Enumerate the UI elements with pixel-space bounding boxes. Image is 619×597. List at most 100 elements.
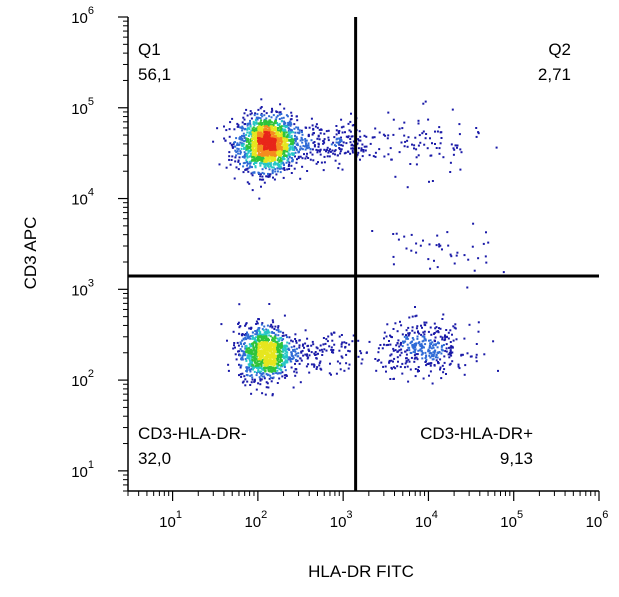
- event-dot: [277, 149, 280, 152]
- event-dot: [267, 373, 270, 376]
- event-dot: [250, 112, 253, 115]
- event-dot: [449, 161, 452, 164]
- event-dot: [283, 129, 286, 132]
- event-dot: [300, 147, 303, 150]
- event-dot: [248, 353, 251, 356]
- event-dot: [414, 348, 417, 351]
- event-dot: [246, 124, 249, 127]
- event-dot: [423, 143, 426, 146]
- event-dot: [245, 350, 247, 353]
- event-dot: [286, 139, 289, 142]
- event-dot: [261, 392, 264, 395]
- event-dot: [243, 128, 246, 131]
- event-dot: [417, 144, 420, 147]
- event-dot: [317, 143, 320, 146]
- event-dot: [365, 351, 368, 354]
- event-dot: [268, 168, 271, 171]
- event-dot: [277, 356, 280, 358]
- event-dot: [242, 352, 245, 355]
- event-dot: [317, 145, 320, 148]
- event-dot: [315, 357, 318, 360]
- event-dot: [229, 142, 232, 145]
- event-dot: [434, 143, 436, 145]
- event-dot: [264, 167, 267, 170]
- event-dot: [232, 347, 235, 350]
- event-dot: [401, 127, 404, 130]
- event-dot: [286, 168, 289, 171]
- event-dot: [301, 148, 304, 151]
- event-dot: [259, 107, 262, 110]
- event-dot: [246, 131, 249, 134]
- event-dot: [245, 137, 248, 140]
- event-dot: [267, 151, 269, 154]
- event-dot: [270, 121, 272, 124]
- event-dot: [318, 364, 321, 367]
- event-dot: [430, 154, 433, 157]
- event-dot: [282, 176, 285, 179]
- event-dot: [437, 362, 440, 365]
- event-dot: [279, 133, 282, 136]
- event-dot: [289, 140, 292, 142]
- event-dot: [295, 358, 298, 361]
- event-dot: [268, 365, 271, 368]
- event-dot: [411, 143, 413, 146]
- event-dot: [269, 367, 272, 370]
- event-dot: [267, 360, 270, 363]
- event-dot: [241, 134, 243, 137]
- event-dot: [330, 143, 333, 146]
- event-dot: [291, 158, 294, 161]
- event-dot: [278, 377, 281, 380]
- event-dot: [502, 271, 505, 274]
- event-dot: [272, 360, 275, 363]
- event-dot: [239, 152, 242, 155]
- event-dot: [272, 354, 275, 357]
- event-dot: [256, 371, 258, 374]
- q4-percent-label: 9,13: [500, 449, 533, 468]
- event-dot: [418, 332, 421, 335]
- event-dot: [312, 141, 315, 144]
- event-dot: [264, 119, 267, 122]
- event-dot: [248, 327, 251, 330]
- event-dot: [385, 370, 387, 373]
- event-dot: [260, 134, 263, 137]
- event-dot: [278, 364, 281, 367]
- event-dot: [449, 349, 452, 352]
- event-dot: [298, 131, 301, 134]
- event-dot: [279, 330, 282, 333]
- event-dot: [255, 131, 258, 134]
- event-dot: [280, 346, 283, 349]
- event-dot: [364, 149, 367, 152]
- event-dot: [377, 358, 380, 361]
- event-dot: [475, 356, 478, 359]
- event-dot: [407, 358, 410, 361]
- event-dot: [267, 158, 269, 161]
- event-dot: [257, 159, 259, 162]
- event-dot: [284, 122, 287, 125]
- event-dot: [316, 151, 319, 154]
- event-dot: [438, 351, 441, 353]
- event-dot: [374, 155, 377, 158]
- event-dot: [256, 322, 259, 325]
- event-dot: [435, 326, 438, 329]
- event-dot: [270, 161, 272, 164]
- event-dot: [274, 325, 277, 328]
- event-dot: [317, 352, 319, 355]
- event-dot: [245, 148, 248, 151]
- event-dot: [403, 134, 406, 137]
- event-dot: [421, 344, 424, 347]
- event-dot: [257, 150, 260, 153]
- event-dot: [245, 322, 248, 325]
- event-dot: [325, 148, 328, 151]
- event-dot: [402, 340, 404, 343]
- event-dot: [249, 348, 252, 351]
- event-dot: [254, 353, 257, 356]
- event-dot: [253, 162, 256, 164]
- event-dot: [271, 325, 274, 328]
- event-dot: [279, 358, 282, 361]
- event-dot: [262, 333, 265, 336]
- event-dot: [269, 156, 272, 159]
- event-dot: [418, 343, 421, 346]
- event-dot: [284, 142, 287, 145]
- event-dot: [374, 127, 377, 130]
- event-dot: [440, 348, 443, 351]
